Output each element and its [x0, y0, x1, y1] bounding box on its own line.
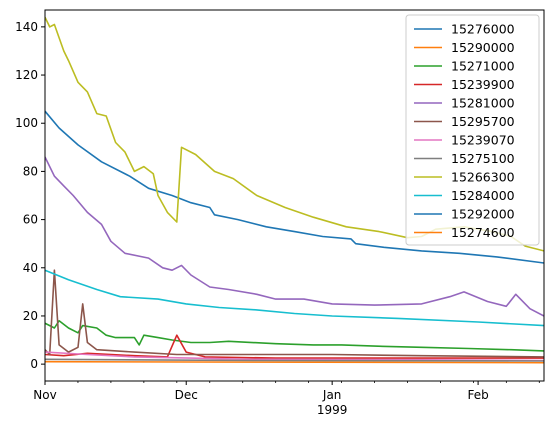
- series-line-15290000: [45, 360, 544, 364]
- legend-label-15239070: 15239070: [451, 133, 515, 148]
- legend-label-15271000: 15271000: [451, 59, 515, 74]
- legend-label-15295700: 15295700: [451, 114, 515, 129]
- axes: 0 20 40 60 80 100 120 140 Nov Dec Jan Feb 1999: [15, 9, 545, 417]
- y-tick-label: 60: [23, 213, 38, 227]
- legend-label-15281000: 15281000: [451, 96, 515, 111]
- x-tick-label: Feb: [467, 388, 488, 402]
- series-line-15284000: [45, 269, 544, 327]
- legend-label-15292000: 15292000: [451, 207, 515, 222]
- y-tick-label: 80: [23, 164, 38, 178]
- legend-label-15266300: 15266300: [451, 170, 515, 185]
- series-line-15239070: [45, 351, 544, 362]
- series-line-15275100: [45, 358, 544, 362]
- legend-label-15284000: 15284000: [451, 188, 515, 203]
- legend-label-15276000: 15276000: [451, 22, 515, 37]
- series-line-15281000: [45, 156, 544, 317]
- series-line-15295700: [45, 269, 544, 358]
- y-tick-label: 100: [15, 116, 38, 130]
- x-tick-label: Jan: [322, 388, 342, 402]
- legend-label-15290000: 15290000: [451, 40, 515, 55]
- plot-frame: [44, 9, 545, 382]
- legend-label-15239900: 15239900: [451, 77, 515, 92]
- y-tick-label: 20: [23, 309, 38, 323]
- series-line-15276000: [45, 110, 544, 264]
- y-tick-label: 120: [15, 68, 38, 82]
- series-line-15271000: [45, 320, 544, 352]
- legend: 15276000 15290000 15271000 15239900 15281000…: [405, 14, 540, 246]
- legend-label-15275100: 15275100: [451, 151, 515, 166]
- x-tick-label: Dec: [175, 388, 198, 402]
- y-tick-label: 40: [23, 261, 38, 275]
- legend-box: [405, 14, 540, 246]
- x-tick-label: Nov: [33, 388, 56, 402]
- y-tick-label: 140: [15, 20, 38, 34]
- legend-label-15274600: 15274600: [451, 225, 515, 240]
- y-tick-label: 0: [30, 357, 38, 371]
- x-year-label: 1999: [317, 403, 348, 417]
